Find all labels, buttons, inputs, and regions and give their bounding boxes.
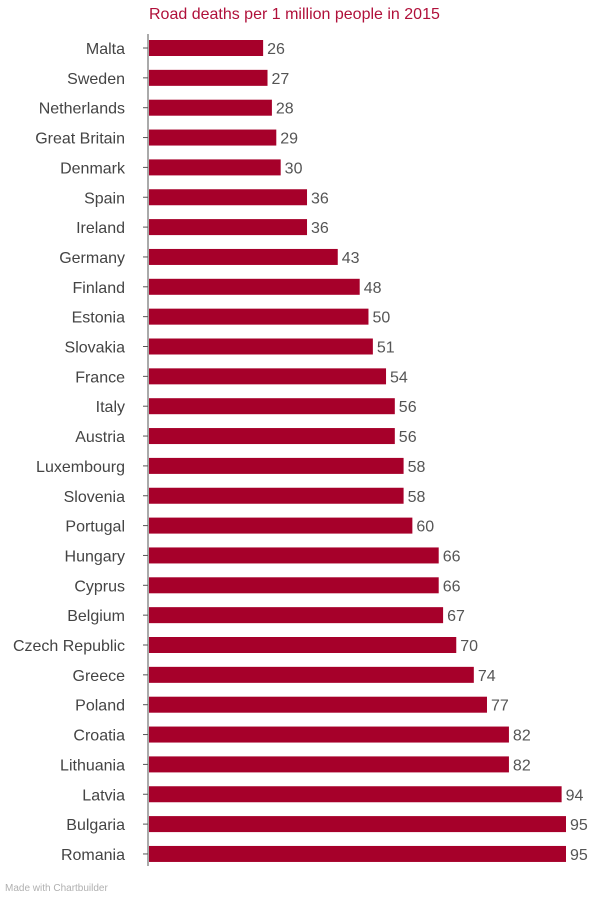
category-label: Croatia	[73, 728, 125, 745]
bar	[149, 696, 487, 713]
value-label: 77	[491, 698, 509, 715]
bar	[149, 637, 457, 653]
bar	[149, 517, 413, 534]
value-label: 56	[399, 399, 417, 416]
category-label: Ireland	[76, 220, 125, 237]
category-label: Netherlands	[39, 101, 125, 118]
category-label: Malta	[86, 41, 125, 58]
bar	[149, 786, 562, 803]
bar	[149, 189, 308, 206]
bar	[149, 159, 281, 176]
value-label: 51	[377, 340, 395, 357]
value-label: 66	[443, 548, 461, 565]
value-label: 66	[443, 578, 461, 595]
bar	[149, 428, 395, 445]
value-label: 27	[272, 71, 290, 88]
value-label: 36	[311, 220, 329, 237]
value-label: 48	[364, 280, 382, 297]
value-label: 95	[570, 847, 588, 864]
value-label: 67	[447, 608, 465, 625]
category-label: Belgium	[67, 608, 125, 625]
category-label: Estonia	[72, 310, 125, 327]
category-label: Slovenia	[64, 489, 125, 506]
category-label: Cyprus	[74, 578, 125, 595]
bar	[149, 368, 387, 385]
category-label: Latvia	[82, 787, 125, 804]
value-label: 60	[416, 519, 434, 536]
bar	[149, 338, 373, 355]
category-label: Great Britain	[35, 131, 125, 148]
bar	[149, 666, 474, 683]
category-label: Slovakia	[65, 340, 126, 357]
chart-title: Road deaths per 1 million people in 2015	[149, 6, 440, 23]
bar	[149, 99, 272, 116]
value-label: 94	[566, 787, 584, 804]
category-label: Austria	[75, 429, 125, 446]
bar	[149, 756, 509, 773]
category-label: Poland	[75, 698, 125, 715]
bar	[149, 219, 308, 236]
bar	[149, 547, 439, 564]
value-label: 82	[513, 757, 531, 774]
value-label: 29	[280, 131, 298, 148]
category-label: Greece	[73, 668, 126, 685]
bar	[149, 40, 264, 56]
value-label: 43	[342, 250, 360, 267]
value-label: 70	[460, 638, 478, 655]
category-label: Luxembourg	[36, 459, 125, 476]
category-label: Spain	[84, 190, 125, 207]
bar	[149, 607, 444, 624]
bar	[149, 726, 509, 743]
value-label: 28	[276, 101, 294, 118]
value-label: 74	[478, 668, 496, 685]
bar	[149, 845, 566, 862]
category-label: Hungary	[65, 548, 125, 565]
value-label: 36	[311, 190, 329, 207]
value-label: 58	[408, 459, 426, 476]
category-label: Finland	[73, 280, 125, 297]
bar	[149, 816, 566, 833]
value-label: 95	[570, 817, 588, 834]
bar	[149, 129, 277, 146]
category-label: Romania	[61, 847, 125, 864]
value-label: 82	[513, 728, 531, 745]
footer-credit: Made with Chartbuilder	[5, 883, 108, 894]
value-label: 56	[399, 429, 417, 446]
category-label: Denmark	[60, 160, 126, 177]
bar	[149, 278, 360, 295]
bar	[149, 577, 439, 594]
bar	[149, 308, 369, 325]
category-label: Sweden	[67, 71, 125, 88]
value-label: 54	[390, 369, 408, 386]
value-label: 58	[408, 489, 426, 506]
category-label: Portugal	[65, 519, 125, 536]
bar	[149, 457, 404, 474]
category-label: France	[75, 369, 125, 386]
bar	[149, 248, 338, 265]
category-label: Germany	[59, 250, 125, 267]
bar	[149, 69, 268, 86]
bar	[149, 398, 395, 415]
category-label: Italy	[96, 399, 125, 416]
category-label: Lithuania	[60, 757, 125, 774]
category-label: Czech Republic	[13, 638, 125, 655]
value-label: 30	[285, 160, 303, 177]
bar	[149, 487, 404, 504]
category-label: Bulgaria	[66, 817, 125, 834]
value-label: 26	[267, 41, 285, 58]
value-label: 50	[372, 310, 390, 327]
